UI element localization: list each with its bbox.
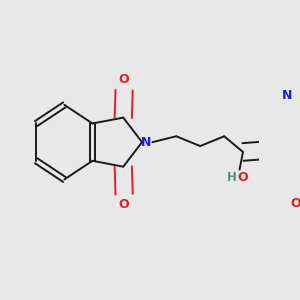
Text: O: O	[290, 197, 300, 211]
Text: N: N	[281, 88, 292, 101]
Text: O: O	[119, 73, 129, 86]
Text: O: O	[119, 199, 129, 212]
Text: N: N	[141, 136, 152, 148]
Text: O: O	[238, 171, 248, 184]
Text: H: H	[227, 171, 237, 184]
